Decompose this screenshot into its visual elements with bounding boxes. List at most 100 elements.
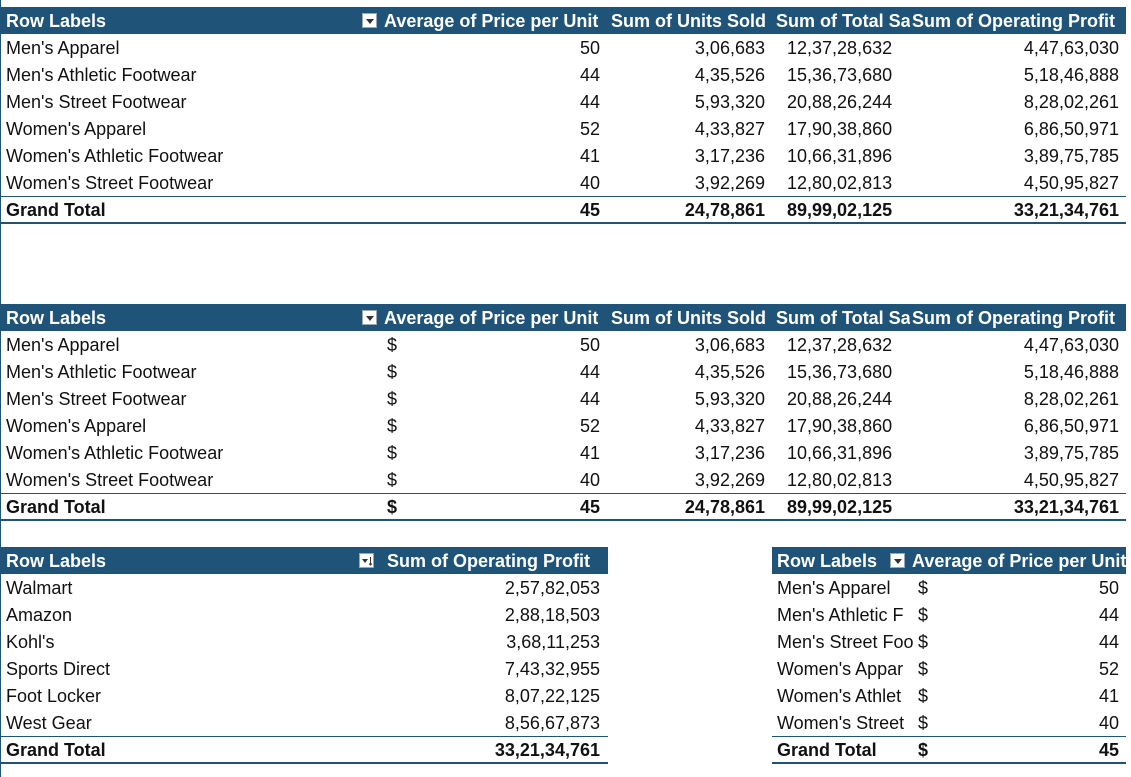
- operating-profit-value[interactable]: 3,68,11,253: [506, 632, 600, 652]
- row-labels-filter-button[interactable]: [362, 310, 377, 325]
- avg-price-value[interactable]: 52: [579, 119, 600, 139]
- avg-price-value[interactable]: 52: [1098, 659, 1119, 679]
- row-label[interactable]: Grand Total: [6, 200, 106, 220]
- header-avg-price[interactable]: Average of Price per Unit: [384, 308, 599, 328]
- units-sold-value[interactable]: 24,78,861: [684, 200, 765, 220]
- avg-price-value[interactable]: 44: [579, 65, 600, 85]
- units-sold-value[interactable]: 3,92,269: [694, 470, 765, 490]
- avg-price-value[interactable]: 45: [579, 200, 600, 220]
- total-sales-value[interactable]: 10,66,31,896: [787, 146, 893, 166]
- operating-profit-value[interactable]: 6,86,50,971: [1023, 119, 1119, 139]
- header-avg-price[interactable]: Average of Price per Unit: [384, 11, 599, 31]
- header-total-sales[interactable]: Sum of Total Sa: [776, 308, 910, 328]
- total-sales-value[interactable]: 20,88,26,244: [787, 92, 893, 112]
- operating-profit-value[interactable]: 33,21,34,761: [1013, 200, 1119, 220]
- header-row-labels[interactable]: Row Labels: [6, 551, 107, 571]
- units-sold-value[interactable]: 3,06,683: [694, 335, 765, 355]
- avg-price-value[interactable]: 44: [1098, 632, 1119, 652]
- header-row-labels[interactable]: Row Labels: [6, 11, 107, 31]
- operating-profit-value[interactable]: 4,50,95,827: [1023, 470, 1119, 490]
- row-labels-sort-filter-button[interactable]: [359, 553, 374, 568]
- row-label[interactable]: Men's Athletic F: [777, 605, 904, 625]
- row-label[interactable]: Women's Street Footwear: [6, 173, 214, 193]
- header-row-labels[interactable]: Row Labels: [6, 308, 107, 328]
- currency-symbol[interactable]: $: [387, 362, 398, 382]
- operating-profit-value[interactable]: 2,88,18,503: [504, 605, 600, 625]
- operating-profit-value[interactable]: 33,21,34,761: [494, 740, 600, 760]
- total-sales-value[interactable]: 12,80,02,813: [787, 470, 893, 490]
- row-label[interactable]: Women's Appar: [777, 659, 904, 679]
- operating-profit-value[interactable]: 6,86,50,971: [1023, 416, 1119, 436]
- operating-profit-value[interactable]: 4,47,63,030: [1023, 335, 1119, 355]
- avg-price-value[interactable]: 41: [579, 443, 600, 463]
- currency-symbol[interactable]: $: [387, 416, 398, 436]
- currency-symbol[interactable]: $: [918, 686, 929, 706]
- units-sold-value[interactable]: 3,06,683: [694, 38, 765, 58]
- currency-symbol[interactable]: $: [387, 389, 398, 409]
- row-label[interactable]: Men's Street Foo: [777, 632, 914, 652]
- total-sales-value[interactable]: 15,36,73,680: [787, 362, 893, 382]
- row-label[interactable]: Women's Apparel: [6, 119, 147, 139]
- row-label[interactable]: Women's Street: [777, 713, 905, 733]
- header-row-labels[interactable]: Row Labels: [777, 551, 878, 571]
- total-sales-value[interactable]: 89,99,02,125: [787, 200, 893, 220]
- operating-profit-value[interactable]: 2,57,82,053: [504, 578, 600, 598]
- retailer-label[interactable]: West Gear: [6, 713, 92, 733]
- operating-profit-value[interactable]: 4,50,95,827: [1023, 173, 1119, 193]
- units-sold-value[interactable]: 5,93,320: [694, 389, 765, 409]
- units-sold-value[interactable]: 4,35,526: [694, 65, 765, 85]
- retailer-label[interactable]: Grand Total: [6, 740, 106, 760]
- units-sold-value[interactable]: 3,92,269: [694, 173, 765, 193]
- total-sales-value[interactable]: 17,90,38,860: [787, 416, 893, 436]
- units-sold-value[interactable]: 3,17,236: [694, 146, 765, 166]
- operating-profit-value[interactable]: 5,18,46,888: [1023, 65, 1119, 85]
- currency-symbol[interactable]: $: [387, 497, 398, 517]
- operating-profit-value[interactable]: 8,28,02,261: [1023, 389, 1119, 409]
- units-sold-value[interactable]: 5,93,320: [694, 92, 765, 112]
- total-sales-value[interactable]: 20,88,26,244: [787, 389, 893, 409]
- avg-price-value[interactable]: 45: [579, 497, 600, 517]
- units-sold-value[interactable]: 3,17,236: [694, 443, 765, 463]
- avg-price-value[interactable]: 40: [579, 470, 600, 490]
- units-sold-value[interactable]: 24,78,861: [684, 497, 765, 517]
- operating-profit-value[interactable]: 4,47,63,030: [1023, 38, 1119, 58]
- operating-profit-value[interactable]: 8,28,02,261: [1023, 92, 1119, 112]
- currency-symbol[interactable]: $: [918, 659, 929, 679]
- avg-price-value[interactable]: 41: [1098, 686, 1119, 706]
- units-sold-value[interactable]: 4,33,827: [694, 119, 765, 139]
- retailer-label[interactable]: Foot Locker: [6, 686, 102, 706]
- total-sales-value[interactable]: 12,37,28,632: [787, 38, 893, 58]
- row-label[interactable]: Men's Athletic Footwear: [6, 362, 197, 382]
- operating-profit-value[interactable]: 33,21,34,761: [1013, 497, 1119, 517]
- currency-symbol[interactable]: $: [918, 713, 929, 733]
- avg-price-value[interactable]: 41: [579, 146, 600, 166]
- row-label[interactable]: Men's Athletic Footwear: [6, 65, 197, 85]
- currency-symbol[interactable]: $: [387, 335, 398, 355]
- row-label[interactable]: Women's Athletic Footwear: [6, 146, 224, 166]
- row-label[interactable]: Grand Total: [6, 497, 106, 517]
- currency-symbol[interactable]: $: [918, 632, 929, 652]
- avg-price-value[interactable]: 40: [579, 173, 600, 193]
- retailer-label[interactable]: Sports Direct: [6, 659, 111, 679]
- avg-price-value[interactable]: 50: [579, 335, 600, 355]
- retailer-label[interactable]: Amazon: [6, 605, 73, 625]
- row-label[interactable]: Men's Apparel: [6, 335, 120, 355]
- header-operating-profit[interactable]: Sum of Operating Profit: [387, 551, 591, 571]
- row-label[interactable]: Women's Apparel: [6, 416, 147, 436]
- total-sales-value[interactable]: 12,80,02,813: [787, 173, 893, 193]
- total-sales-value[interactable]: 89,99,02,125: [787, 497, 893, 517]
- row-label[interactable]: Grand Total: [777, 740, 877, 760]
- currency-symbol[interactable]: $: [918, 740, 929, 760]
- operating-profit-value[interactable]: 7,43,32,955: [504, 659, 600, 679]
- operating-profit-value[interactable]: 3,89,75,785: [1023, 443, 1119, 463]
- avg-price-value[interactable]: 52: [579, 416, 600, 436]
- currency-symbol[interactable]: $: [918, 605, 929, 625]
- header-operating-profit[interactable]: Sum of Operating Profit: [912, 308, 1116, 328]
- total-sales-value[interactable]: 17,90,38,860: [787, 119, 893, 139]
- row-label[interactable]: Women's Athlet: [777, 686, 902, 706]
- row-label[interactable]: Men's Street Footwear: [6, 389, 187, 409]
- avg-price-value[interactable]: 40: [1098, 713, 1119, 733]
- currency-symbol[interactable]: $: [918, 578, 929, 598]
- avg-price-value[interactable]: 50: [579, 38, 600, 58]
- total-sales-value[interactable]: 10,66,31,896: [787, 443, 893, 463]
